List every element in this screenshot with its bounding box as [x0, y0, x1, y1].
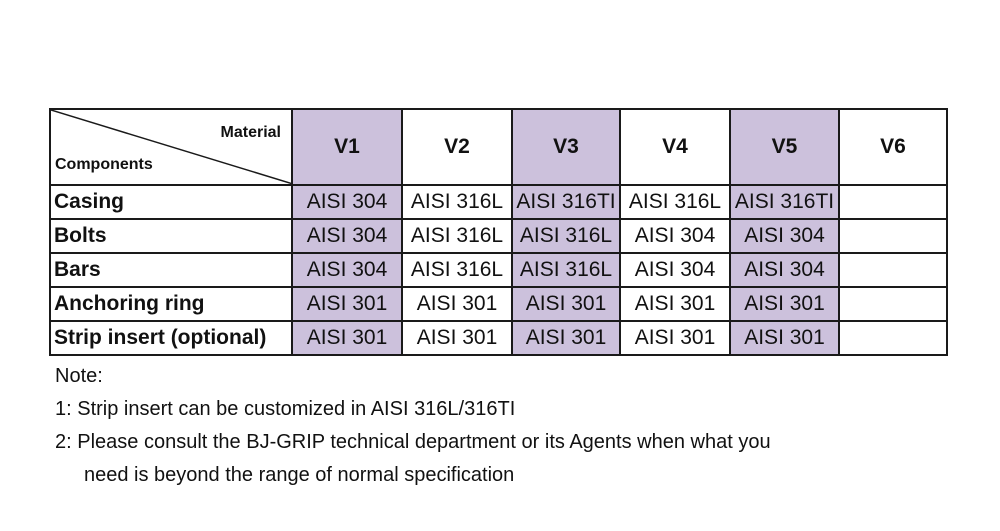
- material-axis-label: Material: [220, 124, 281, 141]
- table-cell: AISI 304: [291, 218, 403, 254]
- table-cell: AISI 301: [291, 320, 403, 356]
- table-cell: AISI 301: [729, 286, 840, 322]
- note-2: 2: Please consult the BJ-GRIP technical …: [55, 431, 771, 453]
- version-header-v5: V5: [729, 108, 840, 186]
- component-label-strip-insert: Strip insert (optional): [49, 320, 293, 356]
- table-cell: AISI 301: [511, 286, 621, 322]
- table-cell: [838, 320, 948, 356]
- header-row: Material Components V1 V2 V3 V4 V5 V6: [49, 108, 948, 186]
- table-cell: AISI 301: [729, 320, 840, 356]
- components-axis-label: Components: [55, 156, 153, 173]
- table-cell: AISI 301: [401, 320, 513, 356]
- table-cell: AISI 301: [619, 320, 731, 356]
- table-cell: AISI 304: [729, 252, 840, 288]
- table-cell: AISI 301: [291, 286, 403, 322]
- table-row: Bolts AISI 304 AISI 316L AISI 316L AISI …: [49, 218, 948, 254]
- table-row: Strip insert (optional) AISI 301 AISI 30…: [49, 320, 948, 356]
- table-cell: [838, 218, 948, 254]
- table-cell: AISI 316L: [619, 184, 731, 220]
- note-1: 1: Strip insert can be customized in AIS…: [55, 398, 516, 420]
- table-cell: AISI 301: [619, 286, 731, 322]
- material-spec-table: Material Components V1 V2 V3 V4 V5 V6 Ca…: [49, 108, 948, 356]
- table-cell: AISI 304: [291, 184, 403, 220]
- table-row: Bars AISI 304 AISI 316L AISI 316L AISI 3…: [49, 252, 948, 288]
- version-header-v1: V1: [291, 108, 403, 186]
- table-cell: AISI 301: [511, 320, 621, 356]
- table-cell: AISI 316L: [401, 252, 513, 288]
- table-cell: AISI 304: [729, 218, 840, 254]
- table-cell: AISI 301: [401, 286, 513, 322]
- notes-section: Note: 1: Strip insert can be customized …: [55, 360, 771, 492]
- table-cell: AISI 316TI: [729, 184, 840, 220]
- diagonal-divider: [52, 111, 290, 183]
- component-label-bolts: Bolts: [49, 218, 293, 254]
- table-row: Casing AISI 304 AISI 316L AISI 316TI AIS…: [49, 184, 948, 220]
- table-cell: AISI 316L: [401, 218, 513, 254]
- version-header-v3: V3: [511, 108, 621, 186]
- version-header-v6: V6: [838, 108, 948, 186]
- note-2-continuation: need is beyond the range of normal speci…: [84, 464, 515, 486]
- component-label-bars: Bars: [49, 252, 293, 288]
- version-header-v2: V2: [401, 108, 513, 186]
- version-header-v4: V4: [619, 108, 731, 186]
- table-cell: AISI 316TI: [511, 184, 621, 220]
- corner-header-cell: Material Components: [49, 108, 293, 186]
- table-cell: [838, 286, 948, 322]
- table-cell: AISI 304: [619, 252, 731, 288]
- component-label-anchoring-ring: Anchoring ring: [49, 286, 293, 322]
- table-cell: [838, 184, 948, 220]
- table-cell: AISI 316L: [511, 218, 621, 254]
- table-row: Anchoring ring AISI 301 AISI 301 AISI 30…: [49, 286, 948, 322]
- table-cell: AISI 316L: [401, 184, 513, 220]
- table-cell: AISI 304: [291, 252, 403, 288]
- notes-heading: Note:: [55, 365, 103, 387]
- table-cell: [838, 252, 948, 288]
- component-label-casing: Casing: [49, 184, 293, 220]
- table-cell: AISI 304: [619, 218, 731, 254]
- table-cell: AISI 316L: [511, 252, 621, 288]
